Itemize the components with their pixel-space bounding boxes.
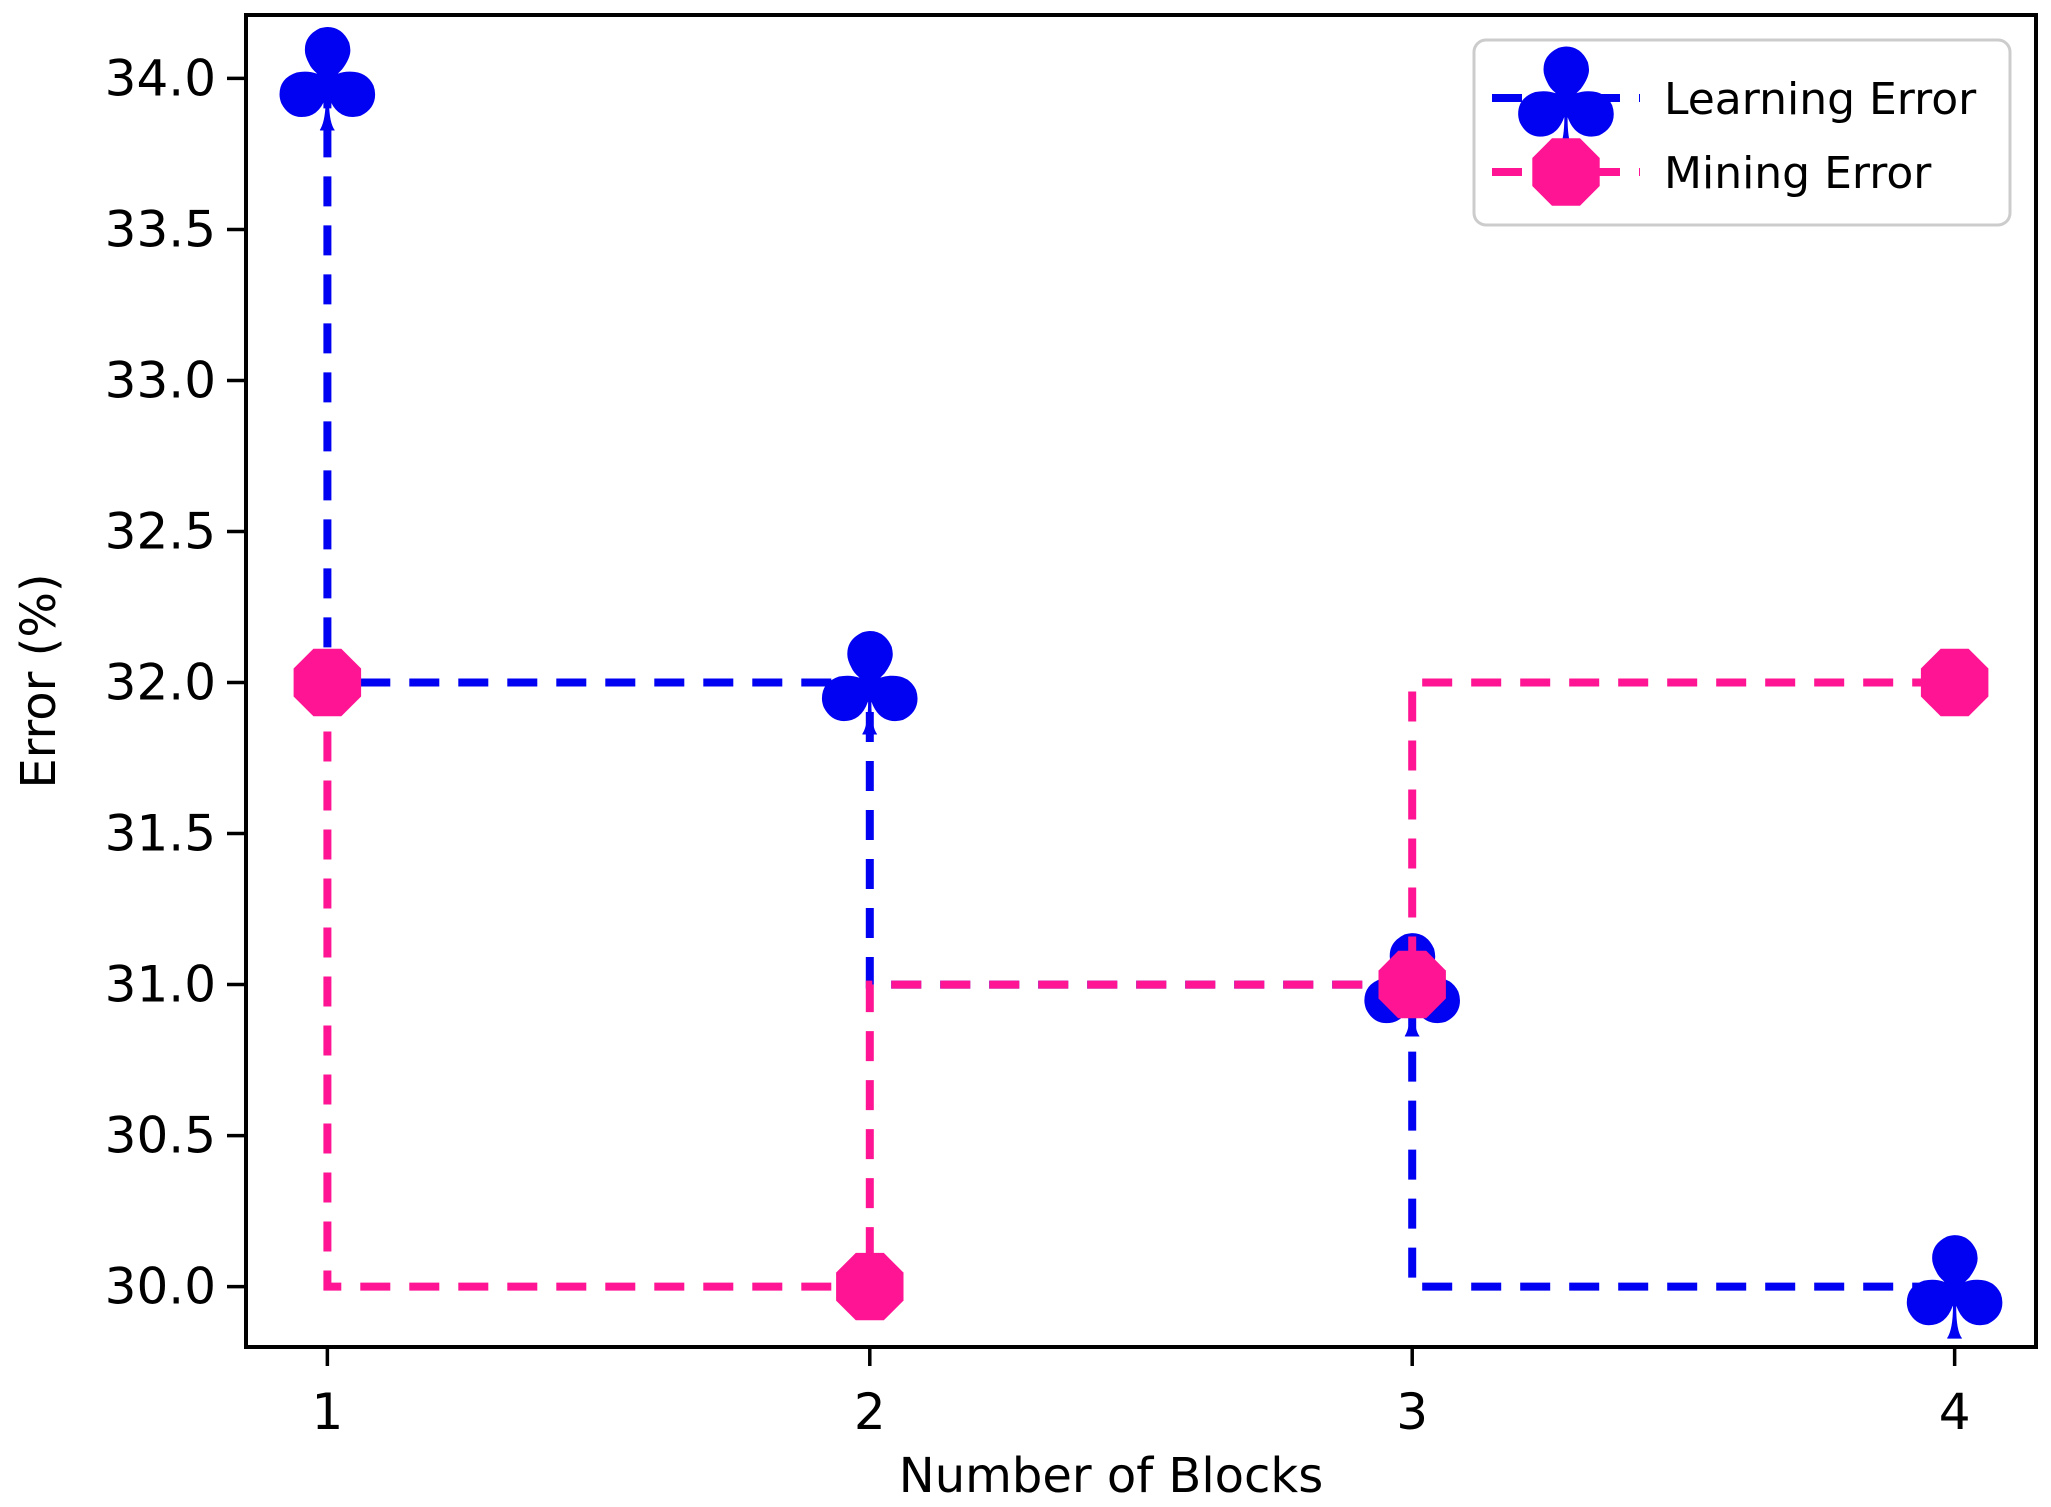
- data-point-mining-error-x1: [293, 648, 362, 717]
- y-tick-label: 31.5: [105, 805, 216, 863]
- y-tick-label: 34.0: [105, 49, 216, 107]
- legend: Learning Error Mining Error: [1472, 38, 2012, 227]
- y-tick-label: 30.0: [105, 1258, 216, 1316]
- data-point-mining-error-x3: [1378, 950, 1446, 1019]
- x-tick-label: 2: [854, 1383, 886, 1441]
- data-point-learning-error-x4: ♣: [1891, 1208, 2018, 1373]
- y-tick-label: 32.0: [105, 654, 216, 712]
- data-point-learning-error-x1: ♣: [264, 0, 391, 164]
- y-tick-label: 30.5: [105, 1107, 216, 1165]
- y-tick-label: 32.5: [105, 502, 216, 560]
- x-tick-label: 4: [1939, 1383, 1971, 1441]
- legend-box: [1472, 38, 2012, 227]
- y-tick-label: 33.5: [105, 200, 216, 258]
- data-point-mining-error-x4: [1920, 648, 1989, 717]
- legend-marker-mining-error: [1532, 138, 1600, 206]
- series-line-mining-error: [323, 678, 1955, 1291]
- x-tick-label: 3: [1396, 1383, 1428, 1441]
- y-axis-label: Error (%): [11, 573, 67, 788]
- legend-item-label: Mining Error: [1664, 148, 1932, 199]
- data-point-mining-error-x2: [836, 1252, 904, 1321]
- data-point-learning-error-x2: ♣: [806, 604, 933, 769]
- x-axis-label: Number of Blocks: [899, 1448, 1323, 1504]
- y-tick-label: 31.0: [105, 956, 216, 1014]
- x-tick-label: 1: [311, 1383, 343, 1441]
- legend-item-label: Learning Error: [1664, 74, 1977, 125]
- y-tick-label: 33.0: [105, 351, 216, 409]
